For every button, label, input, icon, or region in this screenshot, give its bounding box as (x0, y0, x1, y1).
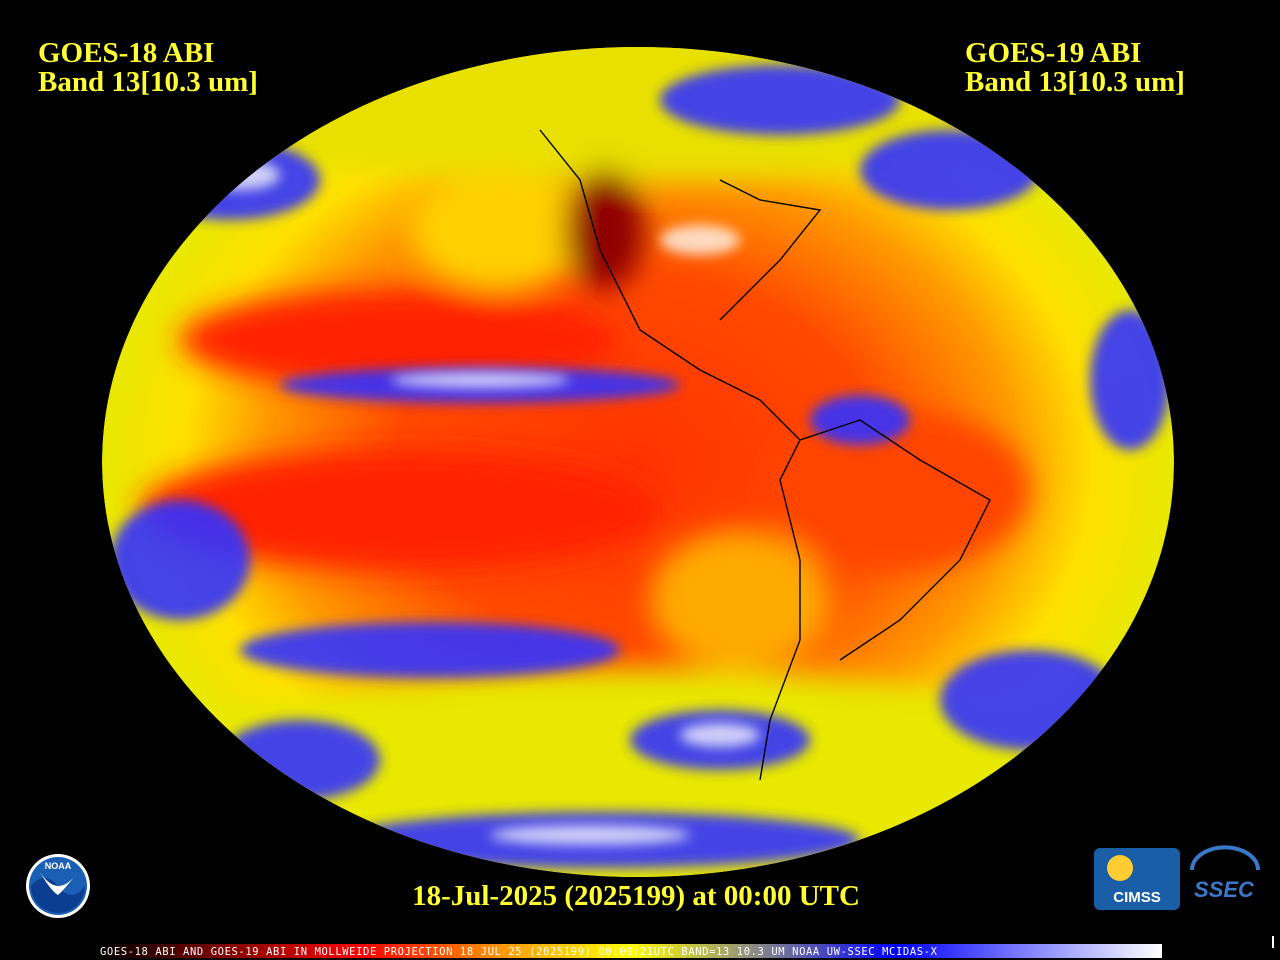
right-satellite: GOES-19 ABI (965, 37, 1141, 69)
cursor (1272, 936, 1274, 948)
left-band: Band 13[10.3 um] (38, 66, 258, 98)
left-satellite: GOES-18 ABI (38, 37, 214, 69)
ssec-text: SSEC (1194, 877, 1255, 902)
color-bar (98, 944, 1162, 958)
right-band: Band 13[10.3 um] (965, 66, 1185, 98)
earth-disk (102, 47, 1174, 877)
ssec-logo: SSEC (1190, 845, 1260, 902)
noaa-text: NOAA (45, 861, 72, 871)
noaa-logo: NOAA (26, 854, 90, 918)
coastline (539, 129, 991, 781)
footer-caption: GOES-18 ABI AND GOES-19 ABI IN MOLLWEIDE… (100, 946, 938, 958)
cimss-logo: CIMSS (1094, 848, 1180, 910)
timestamp: 18-Jul-2025 (2025199) at 00:00 UTC (412, 880, 860, 912)
cimss-text: CIMSS (1113, 889, 1161, 906)
